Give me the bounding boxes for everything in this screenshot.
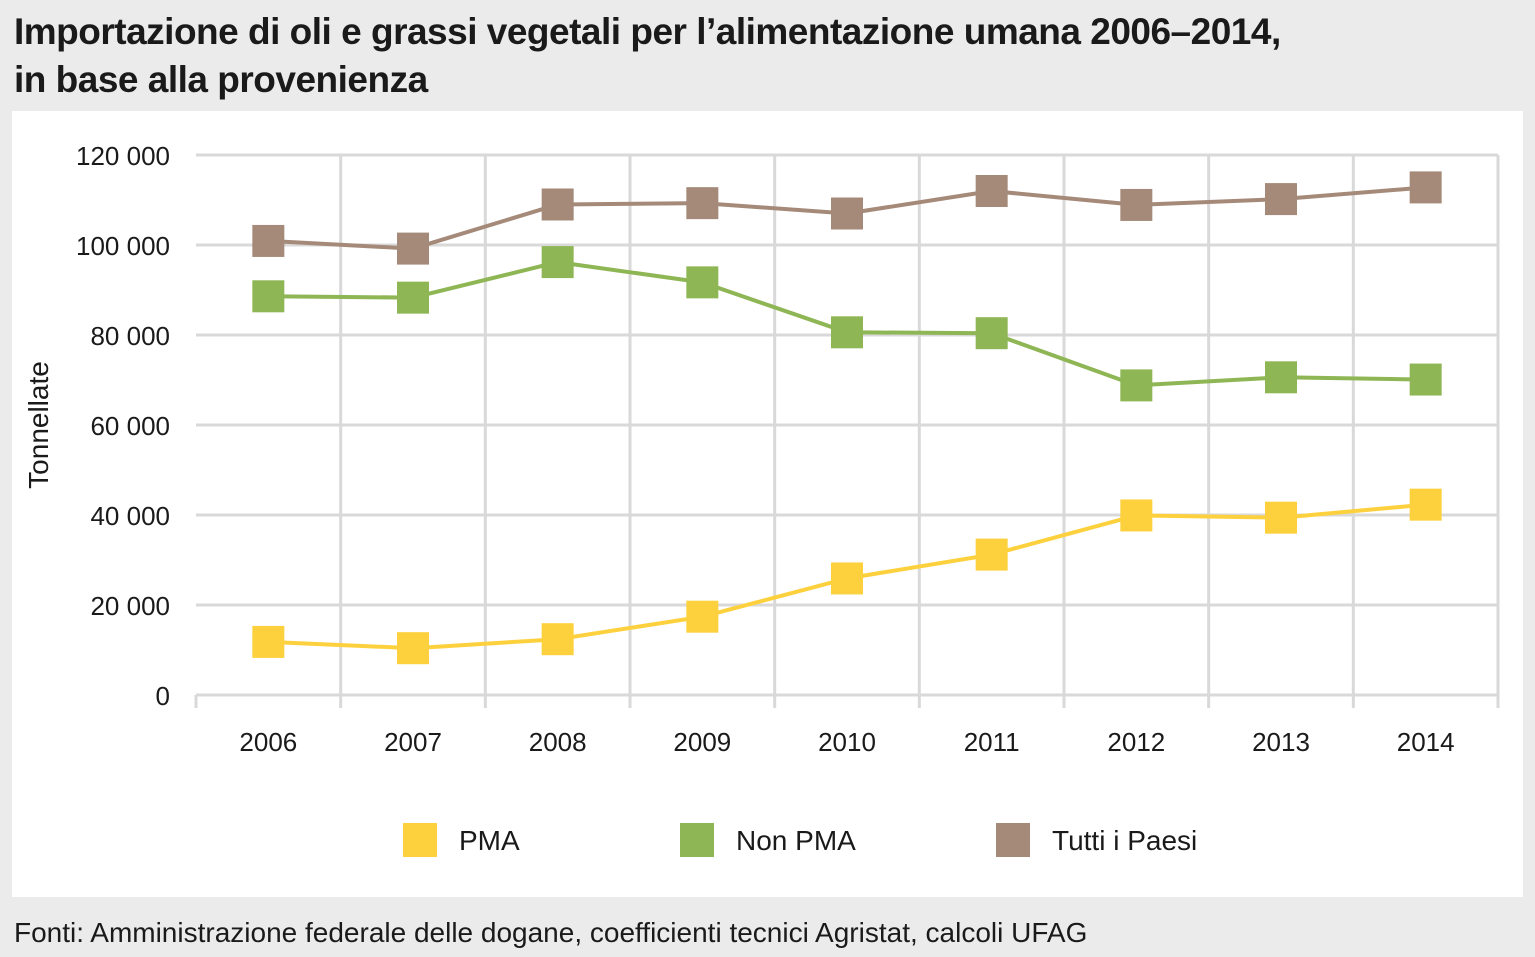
chart-panel: 0 20 000 40 000 60 000 80 000 100 000 120 000 2…: [12, 111, 1523, 897]
grid: [196, 153, 1500, 695]
chart-title: Importazione di oli e grassi vegetali pe…: [14, 8, 1514, 104]
data-point-pma: [1265, 501, 1297, 534]
legend-label-tutti-i-paesi: Tutti i Paesi: [1052, 825, 1197, 856]
y-tick-label: 120 000: [76, 141, 170, 171]
y-tick-label: 0: [156, 681, 170, 711]
x-tick-label: 2007: [384, 727, 442, 757]
data-point-tutti-i-paesi: [1409, 171, 1442, 204]
x-tick-label: 2006: [239, 727, 297, 757]
data-point-tutti-i-paesi: [541, 188, 574, 221]
y-tick-label: 60 000: [90, 411, 170, 441]
x-tick-label: 2009: [673, 727, 731, 757]
data-point-tutti-i-paesi: [831, 197, 863, 230]
y-tick-label: 40 000: [90, 501, 170, 531]
data-point-pma: [252, 625, 285, 658]
data-point-pma: [831, 562, 863, 595]
data-point-pma: [397, 632, 429, 665]
x-tick-label: 2012: [1107, 727, 1165, 757]
data-point-tutti-i-paesi: [252, 224, 285, 257]
data-point-non-pma: [831, 316, 863, 349]
data-point-tutti-i-paesi: [1120, 188, 1153, 221]
data-point-non-pma: [1409, 363, 1442, 396]
data-point-non-pma: [252, 280, 285, 313]
data-point-tutti-i-paesi: [686, 187, 719, 220]
data-point-tutti-i-paesi: [975, 175, 1008, 207]
source-note: Fonti: Amministrazione federale delle do…: [14, 917, 1088, 948]
y-tick-label: 80 000: [90, 321, 170, 351]
legend-swatch-tutti-i-paesi: [996, 823, 1030, 857]
data-point-non-pma: [686, 266, 719, 299]
y-tick-label: 20 000: [90, 591, 170, 621]
x-tick-label: 2014: [1397, 727, 1455, 757]
data-point-pma: [1120, 499, 1153, 532]
data-point-tutti-i-paesi: [1265, 183, 1297, 216]
data-point-non-pma: [1265, 361, 1297, 394]
data-point-tutti-i-paesi: [397, 232, 429, 265]
data-point-non-pma: [975, 317, 1008, 350]
legend: PMA Non PMA Tutti i Paesi: [403, 823, 1197, 857]
chart-title-line-2: in base alla provenienza: [14, 59, 428, 100]
legend-swatch-pma: [403, 823, 437, 857]
data-point-pma: [975, 538, 1008, 571]
x-tick-label: 2011: [964, 727, 1020, 757]
data-point-pma: [1409, 488, 1442, 521]
line-chart: 0 20 000 40 000 60 000 80 000 100 000 120 000 2…: [23, 141, 1500, 857]
data-point-non-pma: [397, 281, 429, 314]
data-point-non-pma: [541, 246, 574, 279]
y-tick-label: 100 000: [76, 231, 170, 261]
legend-label-non-pma: Non PMA: [736, 825, 856, 856]
data-point-pma: [686, 600, 719, 633]
chart-title-line-1: Importazione di oli e grassi vegetali pe…: [14, 11, 1281, 52]
x-tick-label: 2008: [529, 727, 587, 757]
y-axis-label: Tonnellate: [23, 361, 54, 489]
data-point-pma: [541, 623, 574, 656]
x-tick-label: 2013: [1252, 727, 1310, 757]
data-point-non-pma: [1120, 369, 1153, 402]
series: [252, 171, 1442, 665]
axes: 0 20 000 40 000 60 000 80 000 100 000 120 000 2…: [23, 141, 1500, 757]
legend-label-pma: PMA: [459, 825, 520, 856]
x-tick-label: 2010: [818, 727, 876, 757]
legend-swatch-non-pma: [680, 823, 714, 857]
